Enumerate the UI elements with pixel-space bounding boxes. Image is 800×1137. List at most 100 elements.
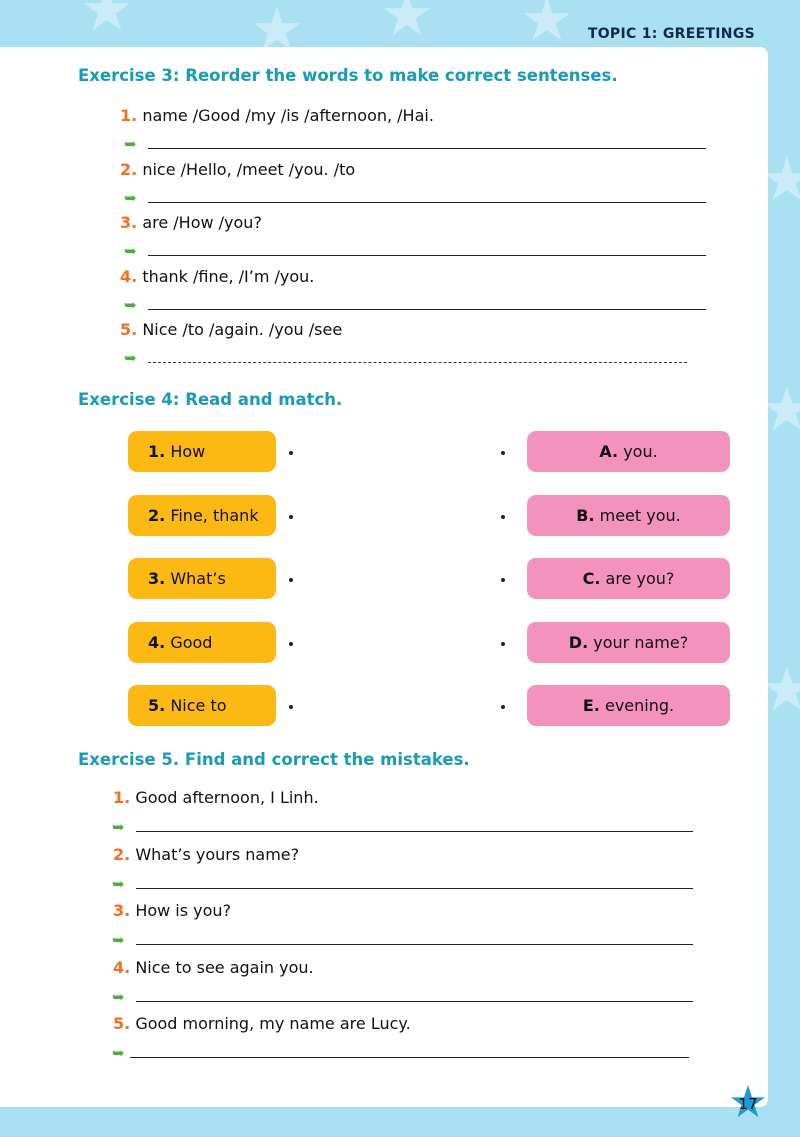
- exercise-5-item: 4. Nice to see again you.: [113, 958, 314, 977]
- item-text: How is you?: [135, 901, 232, 920]
- match-right-box[interactable]: B. meet you.: [527, 494, 730, 536]
- arrow-icon: ➥: [124, 295, 137, 314]
- match-left-box[interactable]: 3. What’s: [128, 558, 276, 599]
- answer-field[interactable]: ➥: [124, 347, 687, 367]
- arrow-icon: ➥: [112, 874, 125, 893]
- match-left-box[interactable]: 4. Good: [128, 621, 276, 663]
- match-number: 4.: [148, 632, 166, 652]
- exercise-5-title: Exercise 5. Find and correct the mistake…: [78, 750, 470, 769]
- exercise-3-item: 5. Nice /to /again. /you /see: [120, 320, 342, 339]
- match-letter: A.: [599, 442, 619, 461]
- star-decoration: ★: [80, 0, 134, 45]
- item-text: thank /fine, /I’m /you.: [142, 266, 315, 286]
- match-letter: D.: [568, 632, 589, 652]
- answer-field[interactable]: ➥: [124, 133, 706, 153]
- match-left-box[interactable]: 2. Fine, thank: [128, 494, 276, 536]
- answer-field[interactable]: ➥: [124, 187, 706, 207]
- exercise-5-item: 5. Good morning, my name are Lucy.: [113, 1014, 411, 1033]
- match-text: Good: [170, 632, 213, 652]
- match-left-box[interactable]: 5. Nice to: [128, 685, 276, 726]
- answer-line: [130, 1057, 689, 1058]
- answer-field[interactable]: ➥: [112, 1042, 689, 1062]
- page-number: 17: [738, 1095, 758, 1113]
- item-number: 2.: [120, 159, 138, 179]
- answer-line: [136, 831, 693, 832]
- exercise-3-item: 1. name /Good /my /is /afternoon, /Hai.: [120, 106, 434, 125]
- match-number: 5.: [148, 696, 166, 715]
- item-text: are /How /you?: [142, 213, 262, 232]
- answer-line: [148, 362, 687, 363]
- match-right-box[interactable]: E. evening.: [527, 685, 730, 726]
- match-text: Fine, thank: [170, 505, 259, 525]
- match-text: your name?: [593, 632, 689, 652]
- match-dot[interactable]: [501, 705, 505, 709]
- answer-field[interactable]: ➥: [124, 294, 706, 314]
- exercise-5-item: 2. What’s yours name?: [113, 845, 299, 864]
- item-text: What’s yours name?: [135, 844, 300, 864]
- match-text: are you?: [605, 569, 675, 588]
- answer-line: [148, 201, 706, 203]
- item-number: 1.: [120, 106, 138, 125]
- match-number: 3.: [148, 569, 166, 588]
- item-number: 3.: [113, 901, 131, 920]
- answer-line: [148, 255, 706, 256]
- match-dot[interactable]: [289, 641, 293, 646]
- match-letter: E.: [582, 696, 600, 715]
- match-dot[interactable]: [501, 514, 505, 519]
- answer-field[interactable]: ➥: [112, 986, 693, 1006]
- match-text: What’s: [170, 569, 226, 588]
- answer-line: [148, 148, 706, 149]
- item-text: name /Good /my /is /afternoon, /Hai.: [142, 106, 434, 125]
- match-dot[interactable]: [289, 705, 293, 709]
- match-letter: C.: [582, 569, 601, 588]
- match-right-box[interactable]: D. your name?: [527, 621, 730, 663]
- match-dot[interactable]: [501, 578, 505, 582]
- item-number: 4.: [120, 266, 138, 286]
- item-number: 5.: [120, 320, 138, 339]
- item-number: 5.: [113, 1014, 131, 1033]
- match-dot[interactable]: [289, 451, 293, 455]
- item-text: Good morning, my name are Lucy.: [135, 1014, 411, 1033]
- match-dot[interactable]: [501, 641, 505, 646]
- exercise-5-item: 1. Good afternoon, I Linh.: [113, 788, 319, 807]
- item-text: nice /Hello, /meet /you. /to: [142, 159, 356, 179]
- match-letter: B.: [576, 505, 595, 525]
- item-text: Nice /to /again. /you /see: [142, 320, 343, 339]
- match-text: meet you.: [599, 505, 681, 525]
- item-text: Nice to see again you.: [135, 957, 314, 977]
- answer-field[interactable]: ➥: [112, 873, 693, 893]
- star-decoration: ★: [380, 0, 434, 50]
- match-text: How: [170, 442, 206, 461]
- match-dot[interactable]: [289, 578, 293, 582]
- arrow-icon: ➥: [124, 242, 137, 260]
- star-decoration: ★: [520, 0, 574, 55]
- arrow-icon: ➥: [124, 188, 137, 207]
- item-number: 3.: [120, 213, 138, 232]
- arrow-icon: ➥: [124, 349, 137, 367]
- exercise-3-item: 3. are /How /you?: [120, 213, 262, 232]
- exercise-3-title: Exercise 3: Reorder the words to make co…: [78, 66, 618, 85]
- item-text: Good afternoon, I Linh.: [135, 788, 319, 807]
- exercise-4-title: Exercise 4: Read and match.: [78, 390, 343, 409]
- arrow-icon: ➥: [112, 818, 125, 836]
- match-number: 2.: [148, 505, 166, 525]
- item-number: 1.: [113, 788, 131, 807]
- item-number: 4.: [113, 957, 131, 977]
- match-left-box[interactable]: 1. How: [128, 431, 276, 472]
- arrow-icon: ➥: [112, 987, 125, 1006]
- match-right-box[interactable]: A. you.: [527, 431, 730, 472]
- answer-field[interactable]: ➥: [112, 929, 693, 949]
- answer-field[interactable]: ➥: [112, 816, 693, 836]
- page-number-star-icon: ★ 17: [728, 1077, 768, 1128]
- item-number: 2.: [113, 844, 131, 864]
- match-right-box[interactable]: C. are you?: [527, 558, 730, 599]
- answer-line: [136, 944, 693, 945]
- match-dot[interactable]: [501, 451, 505, 455]
- answer-field[interactable]: ➥: [124, 240, 706, 260]
- match-dot[interactable]: [289, 514, 293, 519]
- exercise-3-item: 4. thank /fine, /I’m /you.: [120, 267, 314, 286]
- arrow-icon: ➥: [124, 135, 137, 153]
- match-number: 1.: [148, 442, 166, 461]
- match-text: Nice to: [170, 696, 227, 715]
- answer-line: [136, 1000, 693, 1002]
